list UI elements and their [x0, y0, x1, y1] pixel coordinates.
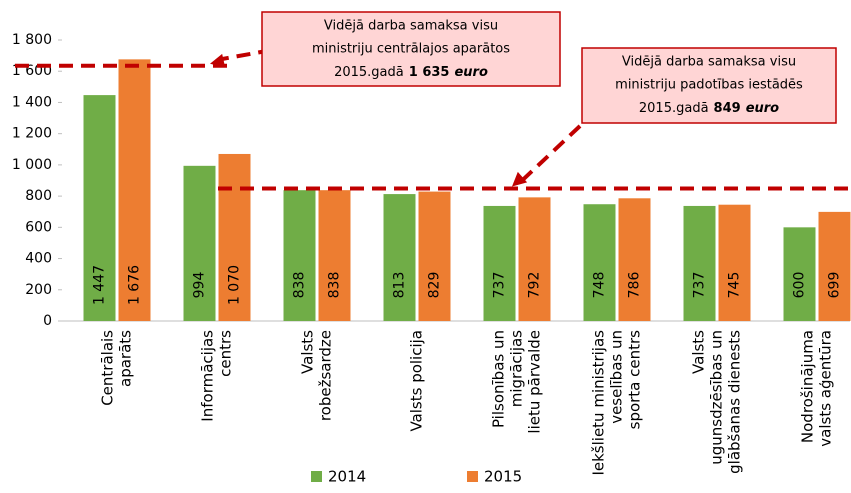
x-tick-label: aparāts	[117, 330, 135, 387]
arrow-line	[518, 124, 582, 184]
y-tick-label: 400	[25, 251, 52, 267]
y-tick-label: 1 000	[12, 157, 52, 173]
x-tick-label: robežsardze	[317, 330, 335, 421]
annotation-text: Vidējā darba samaksa visu	[324, 19, 498, 34]
x-tick-label: glābšanas dienests	[726, 330, 744, 474]
bar	[783, 227, 816, 321]
value-label: 813	[392, 272, 408, 299]
bar	[183, 165, 216, 321]
bar	[718, 204, 751, 321]
y-tick-label: 200	[25, 282, 52, 298]
x-tick-label: Iekšlietu ministrijas	[590, 330, 608, 476]
x-tick-label: Informācijas	[199, 330, 217, 422]
legend-swatch	[467, 471, 478, 482]
x-tick-label: veselības un	[608, 330, 626, 424]
value-label: 1 676	[127, 265, 143, 305]
value-label: 786	[627, 272, 643, 299]
value-label: 600	[792, 272, 808, 299]
annotation: Vidējā darba samaksa visu ministriju cent…	[15, 11, 561, 87]
legend-swatch	[311, 471, 322, 482]
x-tick-label: ugunsdzēsības un	[708, 330, 726, 465]
arrow-head	[512, 171, 528, 187]
bar	[218, 153, 251, 321]
legend-label: 2015	[484, 468, 522, 486]
annotation: Vidējā darba samaksa visu ministriju pado…	[218, 47, 850, 191]
y-tick-label: 800	[25, 188, 52, 204]
legend-label: 2014	[328, 468, 366, 486]
x-tick-label: valsts aģentūra	[817, 330, 835, 447]
x-tick-label: sporta centrs	[626, 330, 644, 430]
value-label: 994	[192, 272, 208, 299]
bar	[583, 204, 616, 321]
value-label: 699	[827, 272, 843, 299]
bar	[83, 95, 116, 321]
annotation-text: Vidējā darba samaksa visu	[622, 55, 796, 70]
annotation-prefix: 2015.gadā	[639, 101, 709, 116]
value-label: 737	[492, 272, 508, 299]
annotation-text: ministriju padotības iestādēs	[615, 78, 803, 93]
annotation-unit: euro	[746, 101, 779, 116]
annotation-text: 2015.gadā 849 euro	[639, 101, 779, 116]
arrow-head	[210, 53, 226, 68]
y-tick-label: 0	[43, 313, 52, 329]
annotation-unit: euro	[454, 65, 487, 80]
x-tick-label: Nodrošinājuma	[799, 330, 817, 443]
bar	[318, 190, 351, 321]
x-tick-label: Pilsonības un	[490, 330, 508, 428]
y-tick-label: 1 400	[12, 94, 52, 110]
bar	[118, 59, 151, 321]
y-tick-label: 1 800	[12, 32, 52, 48]
annotation-text: ministriju centrālajos aparātos	[312, 42, 510, 57]
x-tick-label: Valsts	[299, 330, 317, 374]
bar	[518, 197, 551, 321]
x-tick-label: centrs	[217, 330, 235, 377]
y-tick-label: 600	[25, 219, 52, 235]
value-label: 792	[527, 272, 543, 299]
bar	[618, 198, 651, 321]
x-tick-label: Centrālais	[99, 330, 117, 406]
value-label: 838	[292, 272, 308, 299]
x-tick-label: migrācijas	[508, 330, 526, 407]
bar	[383, 194, 416, 321]
x-tick-label: Valsts policija	[408, 330, 426, 432]
value-label: 838	[327, 272, 343, 299]
value-label: 748	[592, 272, 608, 299]
bar	[483, 205, 516, 321]
bar	[818, 211, 851, 321]
value-label: 1 447	[92, 265, 108, 305]
annotation-text: 2015.gadā 1 635 euro	[334, 65, 488, 80]
value-label: 745	[727, 272, 743, 299]
x-tick-label: lietu pārvalde	[526, 330, 544, 434]
annotation-value: 849	[714, 101, 741, 116]
annotation-value: 1 635	[409, 65, 450, 80]
bar	[283, 190, 316, 321]
annotation-box	[581, 47, 837, 124]
value-label: 737	[692, 272, 708, 299]
value-label: 1 070	[227, 265, 243, 305]
value-label: 829	[427, 272, 443, 299]
annotation-box	[261, 11, 561, 87]
bar	[418, 191, 451, 321]
y-tick-label: 1 200	[12, 126, 52, 142]
annotation-prefix: 2015.gadā	[334, 65, 404, 80]
bar	[683, 205, 716, 321]
x-tick-label: Valsts	[690, 330, 708, 374]
